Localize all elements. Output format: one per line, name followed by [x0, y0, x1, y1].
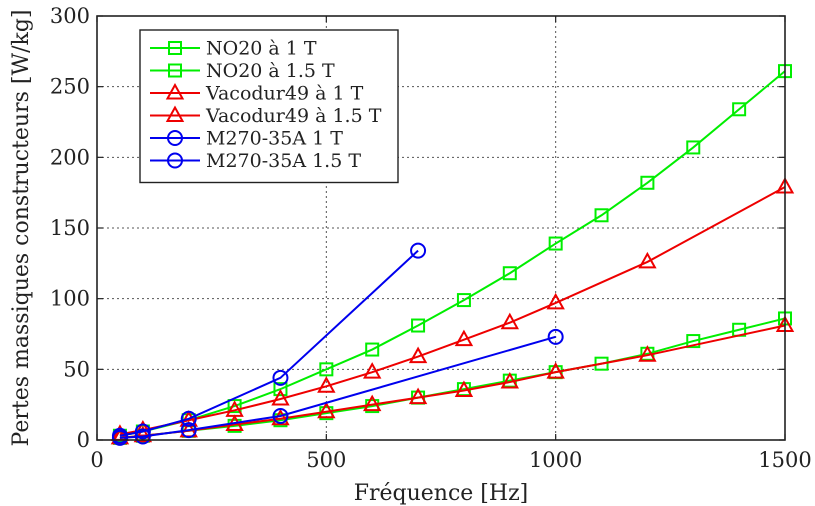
legend-box — [139, 29, 399, 184]
series-line — [119, 317, 786, 439]
series-2 — [112, 64, 792, 443]
data-point — [227, 399, 242, 414]
data-point — [454, 329, 474, 347]
series-layer — [110, 64, 795, 446]
x-tick-label: 500 — [306, 448, 346, 472]
data-point — [319, 362, 334, 377]
data-point — [317, 401, 336, 419]
legend-marker — [165, 82, 185, 100]
data-point — [502, 266, 517, 281]
legend-label: M270-35A 1.5 T — [206, 150, 361, 172]
data-point — [500, 312, 519, 330]
x-tick-label: 0 — [90, 448, 103, 472]
data-point — [408, 387, 428, 405]
legend-label: Vacodur49 à 1.5 T — [205, 105, 382, 127]
series-line — [119, 335, 556, 439]
data-point — [594, 356, 609, 371]
y-tick-label: 200 — [50, 145, 90, 169]
tick-labels: 0 500 1000 1500 0 50 100 150 200 250 300 — [50, 4, 812, 472]
data-point — [273, 382, 288, 397]
y-tick-label: 250 — [50, 75, 90, 99]
legend-entry: M270-35A 1.5 T — [150, 150, 361, 172]
legend-marker — [168, 41, 182, 55]
data-point — [134, 423, 151, 440]
data-point — [686, 334, 701, 349]
data-point — [272, 369, 289, 386]
data-point — [365, 342, 380, 357]
data-point — [410, 242, 427, 259]
data-point — [500, 371, 519, 389]
legend-entry: Vacodur49 à 1.5 T — [150, 105, 382, 127]
data-point — [363, 394, 382, 412]
data-point — [686, 140, 701, 155]
legend-entry: NO20 à 1 T — [150, 38, 317, 60]
data-point — [638, 251, 657, 269]
series-3 — [110, 315, 795, 445]
legend-label: NO20 à 1 T — [206, 38, 317, 60]
series-1 — [112, 311, 792, 445]
data-point — [134, 428, 151, 445]
data-point — [180, 410, 197, 427]
legend-entry: NO20 à 1.5 T — [150, 60, 335, 82]
data-point — [638, 345, 657, 362]
data-point — [317, 376, 336, 393]
data-point — [547, 328, 564, 345]
series-5 — [111, 328, 564, 446]
data-point — [272, 407, 289, 424]
data-point — [363, 362, 382, 379]
legend-marker — [167, 152, 183, 169]
y-axis-label: Pertes massiques constructeurs [W/kg] — [9, 10, 34, 447]
data-point — [732, 102, 747, 117]
legend-marker — [168, 63, 182, 78]
y-tick-label: 300 — [50, 4, 90, 28]
data-point — [133, 425, 153, 443]
x-tick-label: 1000 — [529, 448, 582, 472]
data-point — [454, 380, 474, 398]
legend-marker — [167, 130, 183, 146]
x-axis-label: Fréquence [Hz] — [354, 481, 529, 506]
data-point — [548, 236, 563, 251]
y-tick-label: 50 — [63, 357, 90, 381]
data-point — [180, 422, 197, 439]
legend-label: NO20 à 1.5 T — [206, 60, 335, 82]
data-point — [640, 175, 655, 190]
data-point — [111, 427, 128, 444]
series-6 — [111, 242, 427, 444]
data-point — [225, 400, 244, 417]
legend-label: Vacodur49 à 1 T — [205, 83, 364, 105]
legend-entry: M270-35A 1 T — [150, 128, 343, 150]
legend-marker — [165, 105, 185, 122]
y-tick-label: 100 — [50, 287, 90, 311]
data-point — [546, 362, 565, 379]
series-line — [119, 70, 786, 437]
series-4 — [110, 176, 795, 441]
y-tick-label: 0 — [77, 428, 90, 452]
data-point — [408, 346, 428, 364]
x-tick-label: 1500 — [758, 448, 811, 472]
y-tick-label: 150 — [50, 216, 90, 240]
data-point — [594, 208, 609, 223]
data-point — [546, 292, 565, 310]
data-point — [411, 318, 426, 333]
data-point — [456, 293, 471, 308]
legend-label: M270-35A 1 T — [206, 128, 343, 150]
series-line — [119, 186, 786, 436]
legend-entry: Vacodur49 à 1 T — [150, 83, 364, 105]
data-point — [271, 388, 290, 406]
